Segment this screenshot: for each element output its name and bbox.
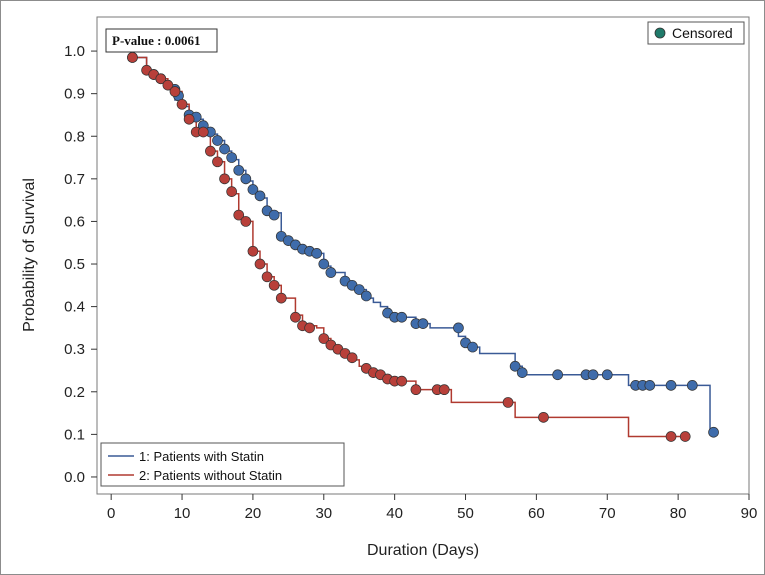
censored-point-no-statin (169, 86, 181, 97)
censored-point-statin (226, 152, 238, 163)
censored-point-statin (509, 360, 521, 372)
series-legend: 1: Patients with Statin 2: Patients with… (100, 442, 345, 487)
p-value-box: P-value : 0.0061 (105, 28, 218, 53)
p-value-text: P-value : 0.0061 (112, 33, 200, 48)
censored-point-no-statin (247, 245, 259, 257)
censored-point-statin (552, 369, 564, 381)
censored-point-no-statin (275, 292, 287, 304)
x-axis-title: Duration (Days) (367, 542, 479, 559)
censored-point-no-statin (155, 73, 167, 85)
censored-point-statin (665, 380, 677, 391)
censored-point-statin (318, 258, 330, 270)
y-tick-label: 0.1 (64, 426, 85, 443)
y-tick-label: 0.3 (64, 341, 85, 358)
censored-point-no-statin (304, 322, 315, 334)
censored-point-statin (353, 284, 365, 295)
censored-point-statin (601, 369, 613, 381)
censored-point-statin (240, 173, 252, 185)
censored-point-statin (325, 267, 337, 278)
censored-point-statin (396, 311, 408, 323)
censored-point-statin (233, 164, 245, 176)
censored-legend-label: Censored (672, 25, 733, 41)
censored-point-no-statin (396, 375, 408, 387)
p-value-box-border (105, 28, 218, 53)
censored-point-statin (360, 290, 372, 302)
censored-point-no-statin (438, 384, 450, 396)
y-tick-label: 0.4 (64, 299, 85, 316)
y-tick-label: 0.9 (64, 86, 85, 103)
censored-legend-border (647, 21, 745, 45)
censored-point-no-statin (410, 384, 422, 396)
legend-label-statin: 1: Patients with Statin (139, 449, 264, 464)
censored-point-no-statin (679, 431, 691, 442)
censored-point-statin (212, 135, 223, 146)
censored-point-statin (467, 341, 478, 353)
censored-legend: Censored (647, 21, 745, 45)
censored-point-no-statin (290, 311, 301, 323)
censored-point-no-statin (212, 156, 223, 168)
censored-point-statin (219, 143, 230, 155)
censored-point-no-statin (318, 333, 330, 344)
x-tick-label: 60 (528, 505, 545, 522)
censored-point-no-statin (346, 352, 358, 364)
censored-point-statin (254, 190, 266, 202)
x-tick-label: 70 (599, 505, 616, 522)
censored-point-no-statin (219, 173, 230, 185)
y-tick-label: 0.8 (64, 128, 85, 145)
legend-label-no-statin: 2: Patients without Statin (139, 468, 282, 483)
censored-point-no-statin (183, 113, 195, 125)
x-tick-label: 0 (107, 505, 115, 522)
x-tick-label: 30 (315, 505, 332, 522)
series-legend-border (100, 442, 345, 487)
censored-point-no-statin (205, 145, 216, 157)
censored-point-statin (708, 426, 719, 438)
censored-point-no-statin (176, 98, 188, 110)
marker-layer (127, 52, 719, 442)
censored-point-no-statin (197, 126, 209, 138)
y-tick-label: 1.0 (64, 43, 85, 60)
censored-point-statin (686, 380, 698, 391)
censored-point-no-statin (162, 79, 174, 91)
x-tick-label: 50 (457, 505, 474, 522)
y-tick-label: 0.2 (64, 384, 85, 401)
censored-point-statin (311, 248, 323, 259)
y-tick-label: 0.5 (64, 256, 85, 273)
censored-point-statin (453, 322, 464, 334)
x-tick-label: 80 (670, 505, 687, 522)
x-tick-label: 20 (245, 505, 262, 522)
censored-point-no-statin (127, 52, 138, 63)
censored-marker-swatch (654, 27, 666, 39)
censored-point-statin (417, 318, 429, 329)
y-axis-title: Probability of Survival (21, 178, 38, 332)
axis-layer: 0 10 20 30 40 50 60 70 80 90 0.0 0.1 0.2 0.3 0.4 0.5 0.6… (64, 43, 757, 522)
censored-point-statin (516, 367, 528, 378)
censored-point-statin (268, 209, 280, 221)
y-tick-label: 0.7 (64, 171, 85, 188)
censored-point-statin (587, 369, 599, 381)
censored-point-no-statin (665, 431, 677, 442)
plot-area (96, 16, 750, 495)
x-tick-label: 40 (386, 505, 403, 522)
censored-point-no-statin (268, 279, 280, 291)
y-tick-label: 0.6 (64, 213, 85, 230)
censored-point-no-statin (233, 209, 245, 221)
censored-point-no-statin (261, 271, 273, 283)
x-tick-label: 90 (741, 505, 758, 522)
y-tick-label: 0.0 (64, 469, 85, 486)
censored-point-no-statin (254, 258, 266, 270)
censored-point-no-statin (502, 397, 514, 408)
censored-point-no-statin (538, 411, 549, 423)
censored-point-statin (644, 380, 656, 391)
x-tick-label: 10 (174, 505, 191, 522)
censored-point-no-statin (240, 216, 252, 227)
censored-point-statin (247, 184, 259, 195)
censored-point-no-statin (226, 186, 238, 197)
